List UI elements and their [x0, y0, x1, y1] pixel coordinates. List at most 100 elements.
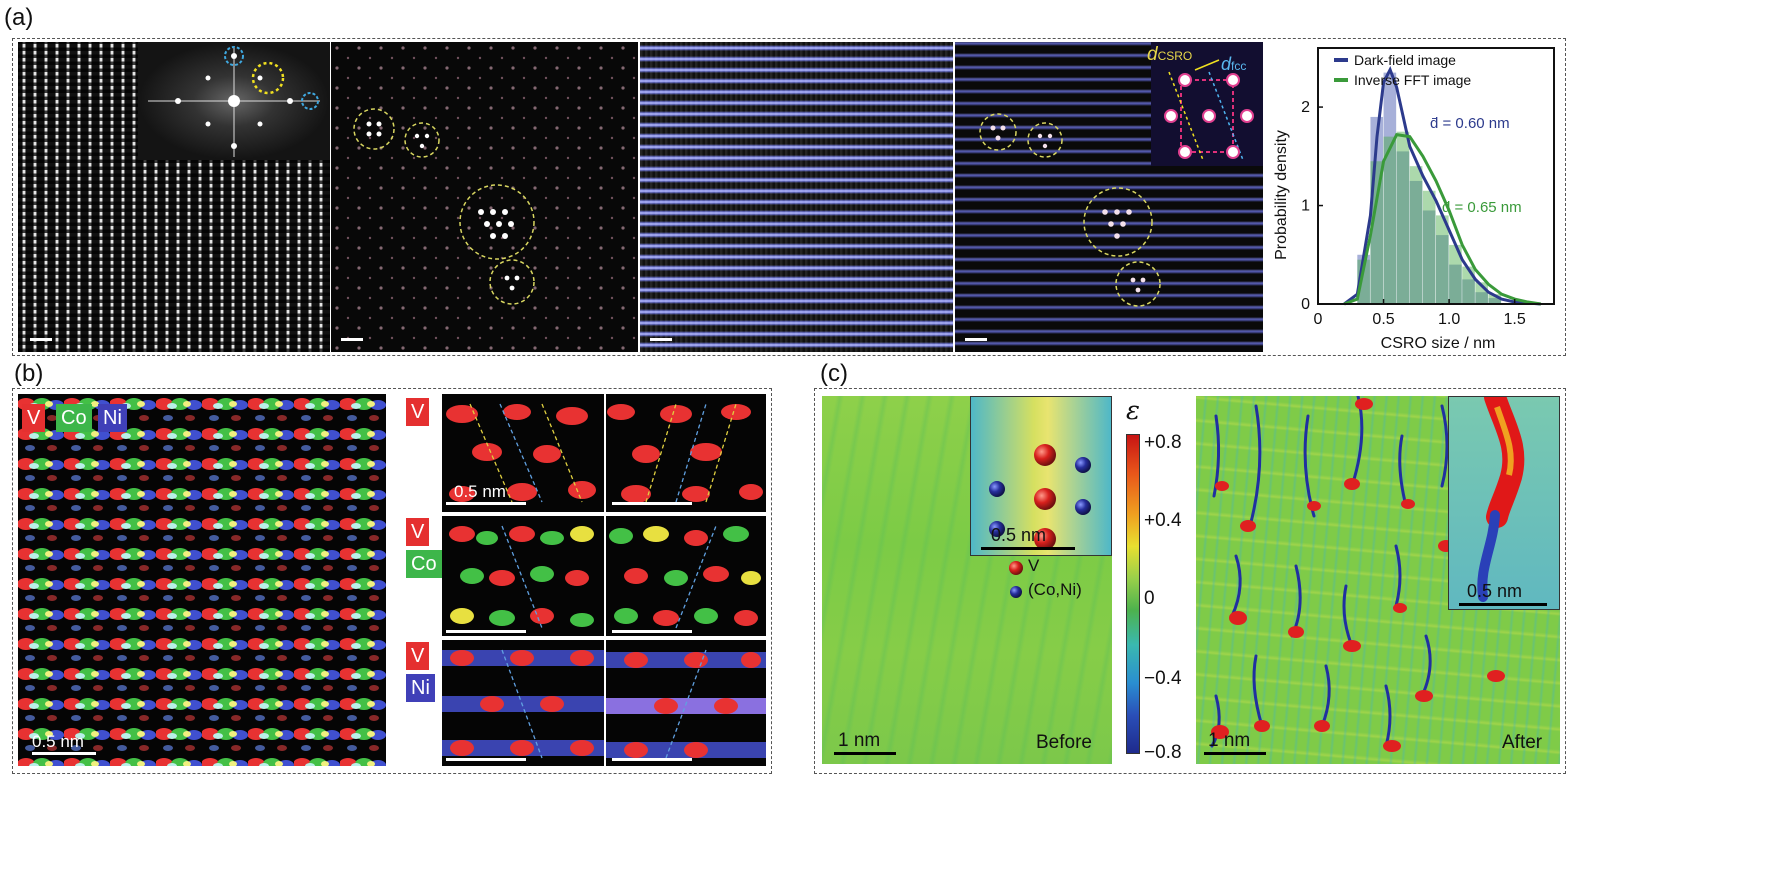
histogram-bar	[1449, 264, 1462, 304]
inset-scale-label: 0.5 nm	[1467, 581, 1523, 601]
row1-v-chip: V	[406, 398, 430, 426]
panel-b-frame	[12, 388, 772, 774]
csro-size-histogram: 0 0.5 1.0 1.5 0 1 2 Dark-field image Inverse FFT…	[1273, 47, 1555, 352]
histogram-bar	[1409, 180, 1423, 304]
scale-bar	[612, 502, 692, 505]
legend-ni-chip: Ni	[98, 404, 127, 432]
inverse-fft-lattice	[640, 42, 953, 352]
y-tick-label: 1	[1301, 198, 1310, 215]
colorbar-tick: +0.4	[1144, 510, 1182, 531]
histogram-bar	[1383, 136, 1397, 304]
scale-bar	[834, 752, 896, 755]
colorbar-tick: −0.8	[1144, 742, 1182, 763]
histogram-bar	[1462, 279, 1475, 304]
lattice-inset: dCSRO dfcc	[1147, 42, 1263, 166]
density-curve	[1343, 133, 1542, 306]
histogram-bar	[1396, 131, 1410, 304]
atom-inset-before: 0.5 nm	[970, 396, 1112, 556]
histogram-bar	[1383, 72, 1397, 304]
inverse-fft-csro: dCSRO dfcc	[955, 42, 1263, 352]
eds-vni-left	[442, 640, 604, 766]
histogram-bar	[1462, 266, 1475, 304]
eds-v-right	[606, 394, 766, 512]
legend-co-chip: Co	[56, 404, 92, 432]
x-tick-label: 0.5	[1372, 311, 1394, 328]
histogram-bar	[1488, 298, 1502, 304]
histogram-bar	[1409, 166, 1423, 304]
dark-field-image	[331, 42, 638, 352]
scale-bar	[446, 502, 526, 505]
panel-c-letter: (c)	[820, 360, 848, 387]
eds-map-main: V Co Ni 0.5 nm	[18, 394, 386, 766]
legend-v-ball	[1009, 561, 1023, 575]
scale-bar	[341, 338, 363, 341]
y-axis-label: Probability density	[1273, 130, 1290, 260]
legend-v-chip: V	[22, 404, 46, 432]
before-label: Before	[1036, 732, 1092, 753]
histogram-bar	[1436, 235, 1449, 304]
scale-bar	[965, 338, 987, 341]
histogram-bar	[1488, 294, 1502, 304]
row2-v-chip: V	[406, 518, 430, 546]
colorbar-tick: −0.4	[1144, 668, 1182, 689]
x-tick-label: 0	[1314, 311, 1323, 328]
scale-bar	[446, 758, 526, 761]
dislocation-inset-after: 0.5 nm	[1448, 396, 1560, 610]
v-atom	[1034, 528, 1056, 550]
y-tick-label: 2	[1301, 99, 1310, 116]
row2-co-chip: Co	[406, 550, 442, 578]
x-tick-label: 1.5	[1504, 311, 1526, 328]
strain-colorbar	[1126, 434, 1140, 754]
colorbar-tick: +0.8	[1144, 432, 1182, 453]
panel-c-frame	[814, 388, 1566, 774]
strain-symbol: ε	[1126, 396, 1140, 426]
legend-entry: Inverse FFT image	[1354, 72, 1471, 88]
legend-v-label: V	[1028, 556, 1040, 575]
after-label: After	[1502, 732, 1543, 753]
scale-bar	[32, 752, 96, 755]
dark-field-spots	[331, 42, 638, 352]
scale-bar-label: 1 nm	[838, 730, 881, 751]
legend-coni-ball	[1010, 586, 1022, 598]
d-fcc-label: dfcc	[1221, 54, 1247, 74]
eds-vco-left	[442, 516, 604, 636]
histogram-bar	[1436, 215, 1449, 304]
fft-inset	[138, 42, 330, 160]
x-axis-label: CSRO size / nm	[1381, 335, 1496, 352]
legend-entry: Dark-field image	[1354, 52, 1456, 68]
mean-label-dark-field: d̄ = 0.60 nm	[1430, 115, 1510, 132]
scale-bar	[1459, 603, 1547, 606]
x-tick-label: 1.0	[1438, 311, 1460, 328]
scale-bar	[1204, 752, 1266, 755]
scale-bar	[612, 630, 692, 633]
legend-coni-label: (Co,Ni)	[1028, 580, 1082, 599]
eds-vni-right	[606, 640, 766, 766]
eds-v-left: 0.5 nm	[442, 394, 604, 512]
scale-bar	[612, 758, 692, 761]
dislocation-marks	[1210, 396, 1505, 752]
eds-vco-right	[606, 516, 766, 636]
strain-map-after: 0.5 nm 1 nm After	[1196, 396, 1560, 764]
scale-bar-label: 0.5 nm	[454, 482, 506, 501]
y-tick-label: 0	[1301, 296, 1310, 313]
panel-b-letter: (b)	[14, 360, 44, 387]
density-curve	[1343, 65, 1542, 306]
histogram-bar	[1422, 190, 1436, 304]
scale-bar	[446, 630, 526, 633]
row3-v-chip: V	[406, 642, 430, 670]
scale-bar-label: 0.5 nm	[32, 732, 84, 751]
scale-bar	[650, 338, 672, 341]
scale-bar	[981, 547, 1075, 550]
histogram-bar	[1422, 210, 1436, 304]
d-csro-label: dCSRO	[1147, 44, 1193, 65]
panel-a-frame	[12, 38, 1566, 356]
row3-ni-chip: Ni	[406, 674, 435, 702]
scale-bar	[30, 338, 52, 341]
mean-label-inverse-fft: d̄ = 0.65 nm	[1442, 199, 1522, 216]
histogram-bar	[1449, 244, 1462, 304]
histogram-bar	[1370, 161, 1384, 304]
plot-frame	[1317, 47, 1555, 305]
histogram-bar	[1396, 151, 1410, 304]
strain-map-before: 0.5 nm V (Co,Ni) 1 nm Before	[822, 396, 1112, 764]
haadf-image	[18, 42, 330, 352]
